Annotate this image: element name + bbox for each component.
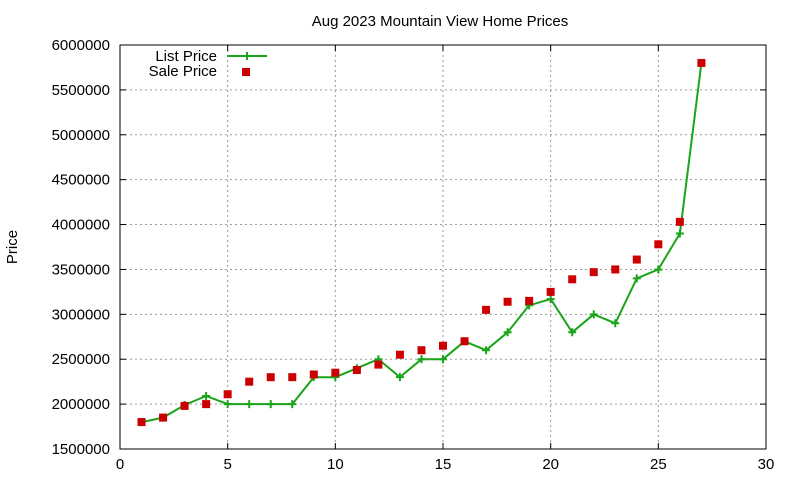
list-price-point [568,328,577,337]
y-axis-title: Price [4,230,21,264]
list-price-point [675,229,684,238]
y-tick-label: 1500000 [52,441,110,458]
sale-price-point [675,217,684,226]
list-price-line [141,62,703,424]
chart-title: Aug 2023 Mountain View Home Prices [312,13,569,30]
sale-price-point [589,268,598,277]
list-price-point [546,295,555,304]
sale-price-point [395,350,404,359]
list-price-point [245,400,254,409]
x-tick-label: 5 [223,456,231,473]
sale-price-point [180,401,189,410]
sale-price-point [374,360,383,369]
sale-price-point [288,373,297,382]
axis-ticks: 0 5 10 15 20 25 30 1500000 2000000 2500000 3000000… [52,37,775,473]
sale-price-point [632,255,641,264]
sale-price-point [266,373,275,382]
x-tick-label: 15 [435,456,452,473]
sale-price-point [245,377,254,386]
sale-price-point [417,346,426,355]
legend: List Price Sale Price [149,48,267,80]
legend-label-list-price: List Price [155,48,217,65]
x-tick-label: 10 [327,456,344,473]
data-series [137,58,706,427]
y-tick-label: 2500000 [52,351,110,368]
sale-price-point [482,305,491,314]
y-tick-label: 4000000 [52,217,110,234]
grid [120,45,766,449]
y-tick-label: 3000000 [52,306,110,323]
y-tick-label: 5500000 [52,82,110,99]
x-tick-label: 20 [542,456,559,473]
sale-price-point [223,390,232,399]
sale-price-point [503,297,512,306]
y-tick-label: 3500000 [52,261,110,278]
sale-price-point [137,418,146,427]
list-price-point [503,328,512,337]
sale-price-point [568,275,577,284]
sale-price-point [159,413,168,422]
y-tick-label: 4500000 [52,172,110,189]
legend-marker-list-price [243,52,251,60]
sale-price-point [439,341,447,350]
legend-marker-sale-price [242,68,250,76]
sale-price-point [460,337,469,346]
sale-price-point [654,240,663,249]
y-tick-label: 2000000 [52,396,110,413]
sale-price-point [697,58,706,67]
sale-price-point [352,365,361,374]
x-tick-label: 25 [650,456,667,473]
list-price-point [589,310,598,319]
list-price-point [395,373,404,382]
list-price-point [417,355,426,364]
list-price-point [439,355,447,364]
sale-price-point [525,296,534,305]
list-price-point [223,400,232,409]
list-price-point [288,400,297,409]
list-price-point [266,400,275,409]
sale-price-point [546,287,555,296]
list-price-point [632,274,641,283]
sale-price-point [202,400,211,409]
x-tick-label: 30 [758,456,775,473]
list-price-point [482,346,491,355]
sale-price-point [611,265,620,274]
list-price-point [611,319,620,328]
legend-label-sale-price: Sale Price [149,63,217,80]
sale-price-point [331,368,340,377]
y-tick-label: 6000000 [52,37,110,54]
x-tick-label: 0 [116,456,124,473]
list-price-point [202,392,211,401]
list-price-point [654,265,663,274]
y-tick-label: 5000000 [52,127,110,144]
sale-price-point [309,370,318,379]
